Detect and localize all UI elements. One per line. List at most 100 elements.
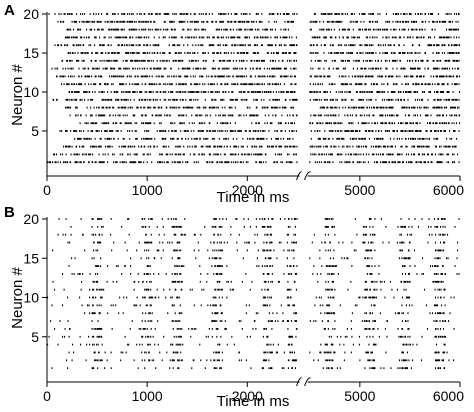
spike-mark <box>346 13 348 15</box>
spike-mark <box>245 153 247 156</box>
spike-mark <box>349 145 351 148</box>
spike-mark <box>229 145 231 148</box>
spike-mark <box>364 367 366 370</box>
spike-mark <box>223 153 225 156</box>
spike-mark <box>73 20 75 23</box>
spike-mark <box>251 145 253 148</box>
spike-mark <box>412 44 414 47</box>
spike-mark <box>309 351 311 354</box>
spike-mark <box>370 52 372 54</box>
spike-mark <box>140 328 142 330</box>
spike-mark <box>453 145 455 148</box>
spike-mark <box>336 98 338 101</box>
spike-mark <box>366 75 368 78</box>
spike-mark <box>159 122 161 125</box>
spike-mark <box>264 91 266 93</box>
spike-mark <box>344 28 346 31</box>
spike-mark <box>294 153 296 156</box>
spike-mark <box>164 36 166 39</box>
spike-mark <box>361 98 363 101</box>
spike-mark <box>185 114 187 117</box>
spike-mark <box>420 161 423 164</box>
spike-mark <box>217 106 219 109</box>
spike-mark <box>106 67 108 70</box>
spike-mark <box>181 98 183 101</box>
spike-mark <box>72 343 74 346</box>
spike-mark <box>330 98 332 101</box>
spike-mark <box>106 359 108 362</box>
spike-mark <box>380 145 382 148</box>
spike-mark <box>243 44 245 47</box>
spike-mark <box>116 36 118 39</box>
spike-mark <box>285 52 287 54</box>
spike-mark <box>132 13 134 15</box>
spike-mark <box>156 13 158 15</box>
spike-mark <box>179 161 181 164</box>
spike-mark <box>61 75 63 78</box>
spike-mark <box>92 130 94 132</box>
spike-mark <box>217 328 219 330</box>
spike-mark <box>256 28 258 31</box>
spike-mark <box>93 367 95 370</box>
spike-mark <box>128 122 130 125</box>
spike-mark <box>149 67 151 70</box>
spike-mark <box>224 67 226 70</box>
spike-mark <box>168 98 170 101</box>
spike-mark <box>143 106 145 109</box>
spike-mark <box>142 59 144 62</box>
spike-mark <box>274 75 276 78</box>
spike-mark <box>272 13 274 15</box>
spike-mark <box>226 145 228 148</box>
spike-mark <box>151 52 153 54</box>
spike-mark <box>253 59 255 62</box>
spike-mark <box>185 98 187 101</box>
spike-mark <box>373 359 375 362</box>
spike-mark <box>370 106 372 109</box>
spike-mark <box>389 122 391 125</box>
spike-mark <box>396 20 398 23</box>
spike-mark <box>232 28 234 31</box>
spike-mark <box>222 114 224 117</box>
spike-mark <box>136 153 138 156</box>
spike-mark <box>129 153 131 156</box>
spike-mark <box>400 91 402 93</box>
spike-mark <box>395 98 397 101</box>
spike-mark <box>455 20 457 23</box>
spike-mark <box>439 328 442 330</box>
spike-mark <box>157 114 159 117</box>
spike-row-neuron-16 <box>54 44 461 47</box>
spike-mark <box>355 137 357 140</box>
spike-mark <box>240 75 242 78</box>
spike-mark <box>330 351 332 354</box>
spike-mark <box>384 130 386 132</box>
spike-mark <box>192 106 194 109</box>
spike-mark <box>120 130 122 132</box>
spike-mark <box>277 106 279 109</box>
spike-mark <box>438 153 440 156</box>
spike-mark <box>232 67 234 70</box>
spike-mark <box>393 36 395 39</box>
spike-mark <box>335 98 337 101</box>
spike-mark <box>85 114 87 117</box>
spike-mark <box>242 75 244 78</box>
spike-mark <box>264 114 266 117</box>
spike-mark <box>257 59 259 62</box>
spike-mark <box>178 59 180 62</box>
spike-mark <box>247 153 249 156</box>
spike-mark <box>121 91 123 93</box>
spike-mark <box>191 114 193 117</box>
spike-mark <box>372 367 374 370</box>
spike-mark <box>309 161 311 164</box>
spike-mark <box>92 67 94 70</box>
spike-mark <box>240 98 242 101</box>
spike-mark <box>336 52 338 54</box>
spike-mark <box>232 36 234 39</box>
spike-mark <box>180 343 182 346</box>
spike-mark <box>187 161 189 164</box>
spike-mark <box>386 114 388 117</box>
spike-mark <box>136 106 138 109</box>
spike-mark <box>360 98 362 101</box>
spike-mark <box>165 130 167 132</box>
spike-mark <box>439 130 442 132</box>
spike-mark <box>351 114 353 117</box>
